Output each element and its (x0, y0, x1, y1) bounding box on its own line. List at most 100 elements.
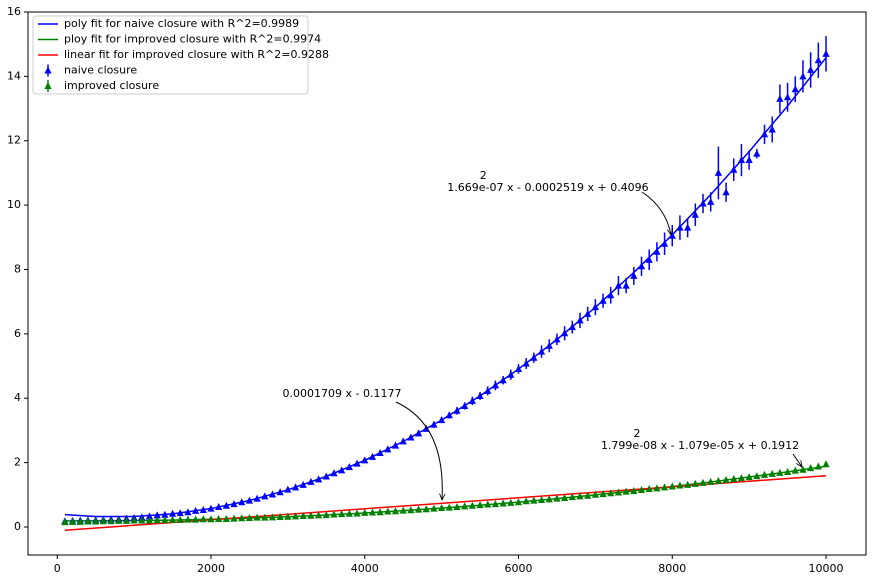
marker (215, 503, 223, 511)
marker (684, 480, 692, 488)
marker (514, 364, 523, 372)
marker (184, 515, 192, 523)
marker (514, 498, 523, 506)
marker (799, 465, 807, 473)
marker (430, 420, 438, 428)
marker (507, 498, 515, 506)
marker (622, 281, 630, 289)
marker (522, 497, 530, 505)
marker (537, 495, 546, 503)
x-tick-label: 2000 (197, 562, 225, 575)
marker (92, 517, 100, 525)
marker (445, 503, 453, 511)
marks (61, 36, 830, 531)
marker (192, 506, 200, 514)
marker (776, 468, 784, 476)
marker (676, 223, 684, 231)
marker (745, 473, 753, 481)
y-tick-label: 6 (14, 327, 21, 340)
x-tick-label: 8000 (658, 562, 686, 575)
marker (630, 486, 638, 494)
marker (176, 515, 184, 523)
marker (407, 433, 415, 441)
marker (315, 511, 323, 519)
marker (192, 515, 200, 523)
marker (268, 513, 277, 521)
marker (768, 125, 776, 133)
marker (591, 303, 599, 311)
marker (776, 94, 784, 102)
marker (261, 513, 269, 521)
y-tick-label: 12 (7, 134, 21, 147)
marker (645, 255, 653, 263)
marker (522, 359, 530, 367)
marker (684, 223, 692, 231)
annotation: 1.669e-07 x - 0.0002519 x + 0.4096 (447, 181, 648, 194)
marker (614, 281, 623, 289)
marker (353, 459, 361, 467)
marker (591, 490, 599, 498)
marker (476, 501, 484, 509)
y-tick-label: 2 (14, 456, 21, 469)
marker (691, 479, 699, 487)
marker (176, 509, 184, 517)
marker (315, 475, 323, 483)
marker (807, 464, 815, 472)
legend-swatch (44, 82, 52, 89)
marker (245, 496, 254, 504)
marker (730, 165, 738, 173)
marker (822, 49, 830, 57)
marker (384, 507, 392, 515)
marker (399, 437, 407, 445)
marker (699, 199, 707, 207)
marker (384, 445, 392, 453)
fit-line (64, 475, 827, 531)
marker (338, 466, 346, 474)
marker (238, 514, 246, 522)
y-tick-label: 8 (14, 262, 21, 275)
marker (745, 156, 753, 164)
marker (307, 511, 315, 519)
marker (753, 149, 761, 157)
marker (568, 493, 576, 501)
annotation-exponent: 2 (480, 169, 487, 182)
marker (760, 470, 769, 478)
marker (499, 499, 507, 507)
marker (368, 508, 377, 516)
annotation: 1.799e-08 x - 1.079e-05 x + 0.1912 (601, 439, 799, 452)
marker (499, 376, 507, 384)
marker (799, 72, 807, 80)
marker (714, 168, 722, 176)
marker (368, 452, 377, 460)
marker (145, 512, 154, 520)
y-tick-label: 10 (7, 198, 21, 211)
marker (660, 483, 669, 491)
annotation-arrow (641, 191, 671, 235)
marker (607, 489, 615, 497)
marker (630, 271, 638, 279)
marker (199, 515, 207, 523)
marker (737, 156, 746, 164)
marker (84, 517, 92, 525)
marker (691, 210, 699, 218)
marker (299, 512, 307, 520)
marker (414, 429, 423, 437)
marker (245, 513, 254, 521)
marker (299, 480, 307, 488)
marker (791, 85, 799, 93)
x-tick-label: 0 (54, 562, 61, 575)
x-tick-label: 4000 (351, 562, 379, 575)
marker (553, 494, 561, 502)
marker (814, 56, 822, 64)
marker (722, 188, 730, 196)
marker (130, 516, 138, 524)
legend-label: poly fit for naive closure with R^2=0.99… (64, 17, 299, 30)
annotation: 0.0001709 x - 0.1177 (283, 387, 402, 400)
marker (107, 517, 115, 525)
marker (61, 518, 69, 526)
marker (291, 483, 300, 491)
marker (545, 495, 553, 503)
marker (576, 492, 584, 500)
marker (707, 477, 715, 485)
